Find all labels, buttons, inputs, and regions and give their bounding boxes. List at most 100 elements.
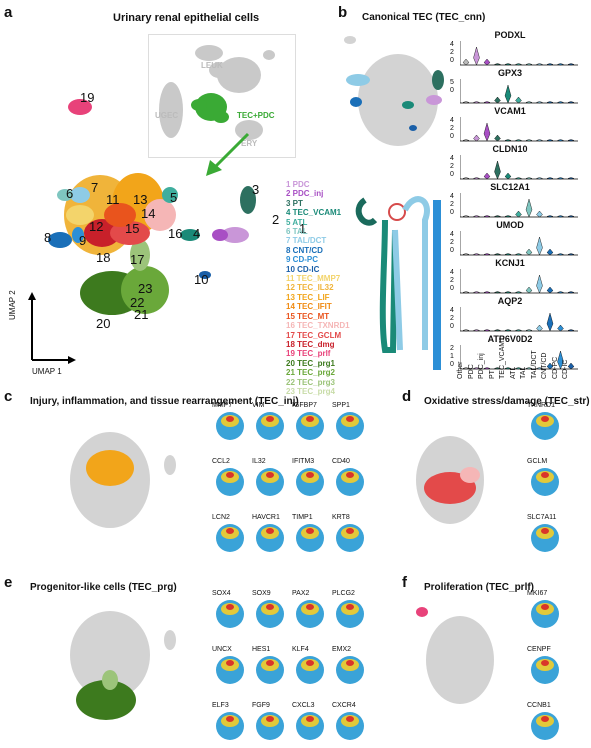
gene-label: MKI67: [527, 590, 548, 597]
violin-ytick: 5: [450, 79, 454, 86]
gene-label: TXNRD1: [527, 402, 556, 409]
gene-feature-plot: CXCL3: [292, 702, 328, 748]
violin-shape: [567, 139, 575, 142]
gene-mini-umap: [336, 468, 364, 496]
gene-label: CCNB1: [527, 702, 551, 709]
cluster-label-15: 15: [125, 221, 140, 236]
violin-group-label: CD-PC: [551, 356, 559, 379]
inset-label-tec: TEC+PDC: [237, 111, 275, 120]
gene-feature-plot: CXCR4: [332, 702, 368, 748]
legend-item: 16 TEC_TXNRD1: [286, 321, 350, 331]
violin-ytick: 4: [450, 117, 454, 124]
violin-shape: [557, 253, 564, 256]
gene-feature-plot: KRT8: [332, 514, 368, 560]
violin-group-label: TAL/DCT: [530, 350, 538, 379]
panel-label-c: c: [4, 388, 13, 405]
gene-label: GCLM: [527, 458, 548, 465]
tec-inj-umap: [70, 432, 176, 528]
violin-group-label: TAL: [520, 366, 527, 379]
legend-item: 11 TEC_MMP7: [286, 274, 341, 284]
violin-ytick: 0: [450, 247, 454, 254]
violin-shape: [483, 291, 491, 294]
violin-shape: [546, 286, 554, 294]
umap-axes: [28, 292, 76, 364]
gene-feature-plot: VIM: [252, 402, 288, 448]
violin-shape: [462, 253, 470, 256]
gene-label: CXCR4: [332, 702, 356, 709]
violin-shape: [525, 248, 533, 256]
violin-shape: [525, 329, 533, 332]
violin-shape: [494, 329, 501, 332]
violin-shape: [483, 122, 491, 142]
violin-ytick: 4: [450, 155, 454, 162]
violin-shape: [536, 210, 543, 218]
violin-gene-title: PODXL: [494, 30, 526, 40]
gene-label: EMX2: [332, 646, 352, 653]
cluster-label-21: 21: [134, 307, 149, 322]
inset-label-leuk: LEUK: [201, 61, 223, 70]
gene-mini-umap: [216, 468, 244, 496]
cluster-label-14: 14: [141, 206, 156, 221]
panel-e-title: Progenitor-like cells (TEC_prg): [30, 582, 177, 593]
violin-shape: [536, 63, 543, 66]
violin-shape: [473, 291, 480, 294]
gene-mini-umap: [296, 524, 324, 552]
gene-feature-plot: SOX9: [252, 590, 288, 636]
violin-shape: [525, 177, 533, 180]
gene-feature-plot: MMP7: [212, 402, 248, 448]
gene-mini-umap: [296, 468, 324, 496]
violin-shape: [504, 63, 512, 66]
violin-shape: [483, 215, 491, 218]
legend-item: 21 TEC_prg2: [286, 368, 335, 378]
violin-shape: [515, 367, 522, 370]
panel-label-e: e: [4, 574, 13, 591]
gene-feature-plot: HAVCR1: [252, 514, 288, 560]
violin-shape: [515, 63, 522, 66]
gene-label: TIMP1: [292, 514, 313, 521]
violin-shape: [483, 253, 491, 256]
violin-shape: [546, 248, 554, 256]
cluster-label-20: 20: [96, 316, 111, 331]
violin-shape: [515, 210, 522, 218]
gene-label: PLCG2: [332, 590, 355, 597]
gene-mini-umap: [296, 600, 324, 628]
violin-shape: [494, 253, 501, 256]
gene-feature-plot: MKI67: [527, 590, 563, 636]
gene-mini-umap: [531, 524, 559, 552]
gene-mini-umap: [296, 712, 324, 740]
violin-shape: [567, 63, 575, 66]
violin-shape: [504, 329, 512, 332]
violin-gene-title: SLC12A1: [490, 182, 530, 192]
main-umap: [48, 99, 256, 315]
gene-feature-plot: IFITM3: [292, 458, 328, 504]
violin-ytick: 1: [450, 353, 454, 360]
gene-mini-umap: [531, 600, 559, 628]
violin-plot: [460, 41, 578, 66]
violin-gene-title: VCAM1: [494, 106, 526, 116]
cluster-label-8: 8: [44, 230, 52, 245]
violin-shape: [473, 215, 480, 218]
gene-label: KRT8: [332, 514, 350, 521]
gene-label: CD40: [332, 458, 350, 465]
violin-shape: [462, 139, 470, 142]
gene-label: VIM: [252, 402, 265, 409]
panel-b-title: Canonical TEC (TEC_cnn): [362, 12, 486, 23]
violin-shape: [462, 291, 470, 294]
gene-feature-plot: HES1: [252, 646, 288, 692]
violin-shape: [515, 177, 522, 180]
legend-item: 23 TEC_prg4: [286, 386, 335, 396]
violin-shape: [494, 367, 501, 370]
umap1-label: UMAP 1: [32, 367, 62, 376]
violin-shape: [515, 291, 522, 294]
violin-group-label: PT: [488, 370, 496, 379]
violin-xlabels: Other PDC PDC_inj PT TEC_VCAM1 ATL TAL TAL/DCT C…: [450, 337, 580, 382]
cluster-label-2: 2: [272, 212, 280, 227]
gene-feature-plot: SOX4: [212, 590, 248, 636]
inset-label-ery: ERY: [241, 139, 258, 148]
violin-shape: [494, 291, 501, 294]
cluster-legend: 1 PDC 2 PDC_inj 3 PT 4 TEC_VCAM1 5 ATL 6 TAL 7…: [286, 180, 350, 396]
cluster-label-7: 7: [91, 180, 99, 195]
